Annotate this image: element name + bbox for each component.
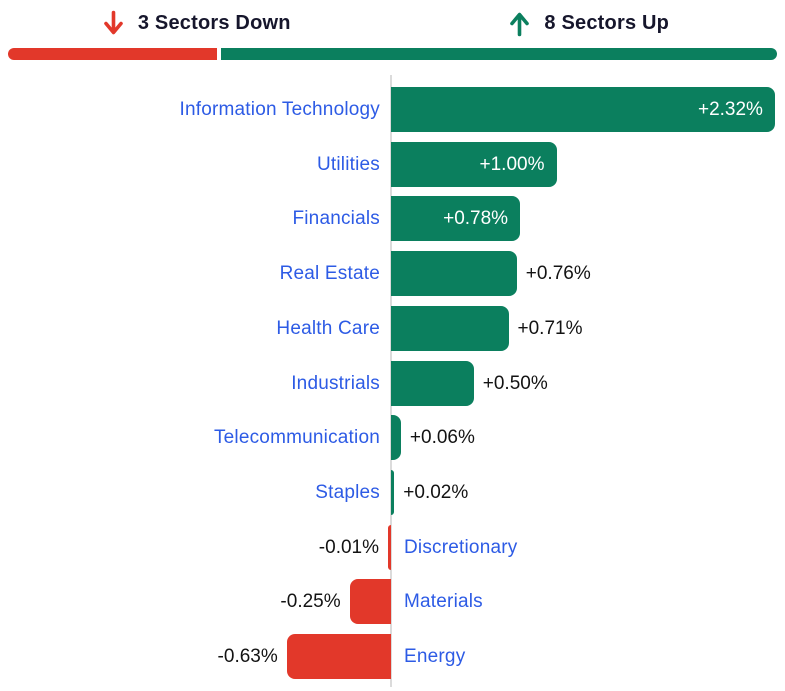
- sector-label[interactable]: Real Estate: [279, 263, 380, 285]
- sector-value: +1.00%: [479, 153, 545, 175]
- sector-label[interactable]: Staples: [315, 481, 380, 503]
- sector-label[interactable]: Industrials: [291, 372, 380, 394]
- sector-row: Materials -0.25%: [0, 579, 785, 625]
- sectors-down-text: 3 Sectors Down: [138, 12, 291, 35]
- ratio-down-segment: [8, 48, 217, 60]
- sector-value: +0.71%: [517, 317, 583, 339]
- sector-bar[interactable]: [391, 305, 509, 351]
- sector-label[interactable]: Energy: [404, 646, 466, 667]
- sector-bar[interactable]: [391, 141, 557, 187]
- sector-row: Utilities +1.00%: [0, 141, 785, 187]
- sectors-down-summary: 3 Sectors Down: [0, 0, 393, 46]
- sector-value: +0.76%: [525, 263, 591, 285]
- arrow-up-icon: [510, 12, 530, 36]
- sector-row: Discretionary -0.01%: [0, 524, 785, 570]
- arrow-down-icon: [104, 10, 123, 34]
- sector-label[interactable]: Utilities: [316, 153, 380, 175]
- sector-value: +0.78%: [443, 208, 509, 230]
- sector-bar-chart: Information Technology +2.32% Utilities +1.…: [0, 75, 785, 691]
- sector-label[interactable]: Financials: [292, 208, 380, 230]
- sector-value: +2.32%: [697, 99, 763, 120]
- down-up-ratio-bar: [8, 48, 777, 60]
- summary-header: 3 Sectors Down 8 Sectors Up: [0, 0, 785, 46]
- sector-bar[interactable]: [391, 196, 521, 242]
- sector-value: +0.50%: [482, 372, 548, 394]
- sector-row: Information Technology +2.32%: [0, 87, 785, 132]
- sector-value: -0.01%: [318, 536, 379, 558]
- sector-bar[interactable]: [349, 579, 391, 625]
- sector-bar[interactable]: [391, 415, 401, 461]
- sectors-down-count: 3: [137, 11, 150, 34]
- sector-value: -0.63%: [217, 646, 278, 667]
- sector-value: -0.25%: [280, 591, 341, 613]
- sector-row: Financials +0.78%: [0, 196, 785, 242]
- sector-bar[interactable]: [391, 87, 775, 132]
- sector-label[interactable]: Information Technology: [179, 99, 380, 120]
- sector-bar[interactable]: [286, 634, 391, 679]
- sector-value: +0.02%: [403, 481, 469, 503]
- sector-row: Telecommunication +0.06%: [0, 415, 785, 461]
- sector-bar[interactable]: [391, 469, 395, 515]
- sector-value: +0.06%: [409, 427, 475, 449]
- sector-row: Real Estate +0.76%: [0, 251, 785, 297]
- sector-label[interactable]: Discretionary: [404, 536, 518, 558]
- sector-label[interactable]: Telecommunication: [213, 427, 380, 449]
- sectors-down-label: Sectors Down: [154, 11, 291, 34]
- sector-row: Health Care +0.71%: [0, 305, 785, 351]
- sector-row: Staples +0.02%: [0, 469, 785, 515]
- ratio-up-segment: [221, 48, 777, 60]
- sector-row: Energy -0.63%: [0, 634, 785, 679]
- sectors-up-count: 8: [544, 11, 556, 34]
- sectors-up-label: Sectors Up: [561, 11, 670, 34]
- sector-bar[interactable]: [391, 251, 517, 297]
- sector-label[interactable]: Health Care: [276, 317, 380, 339]
- sector-bar[interactable]: [391, 360, 474, 406]
- sector-bar[interactable]: [388, 524, 391, 570]
- sectors-up-text: 8 Sectors Up: [544, 12, 669, 35]
- sectors-up-summary: 8 Sectors Up: [393, 0, 785, 46]
- sector-label[interactable]: Materials: [404, 591, 483, 613]
- sector-row: Industrials +0.50%: [0, 360, 785, 406]
